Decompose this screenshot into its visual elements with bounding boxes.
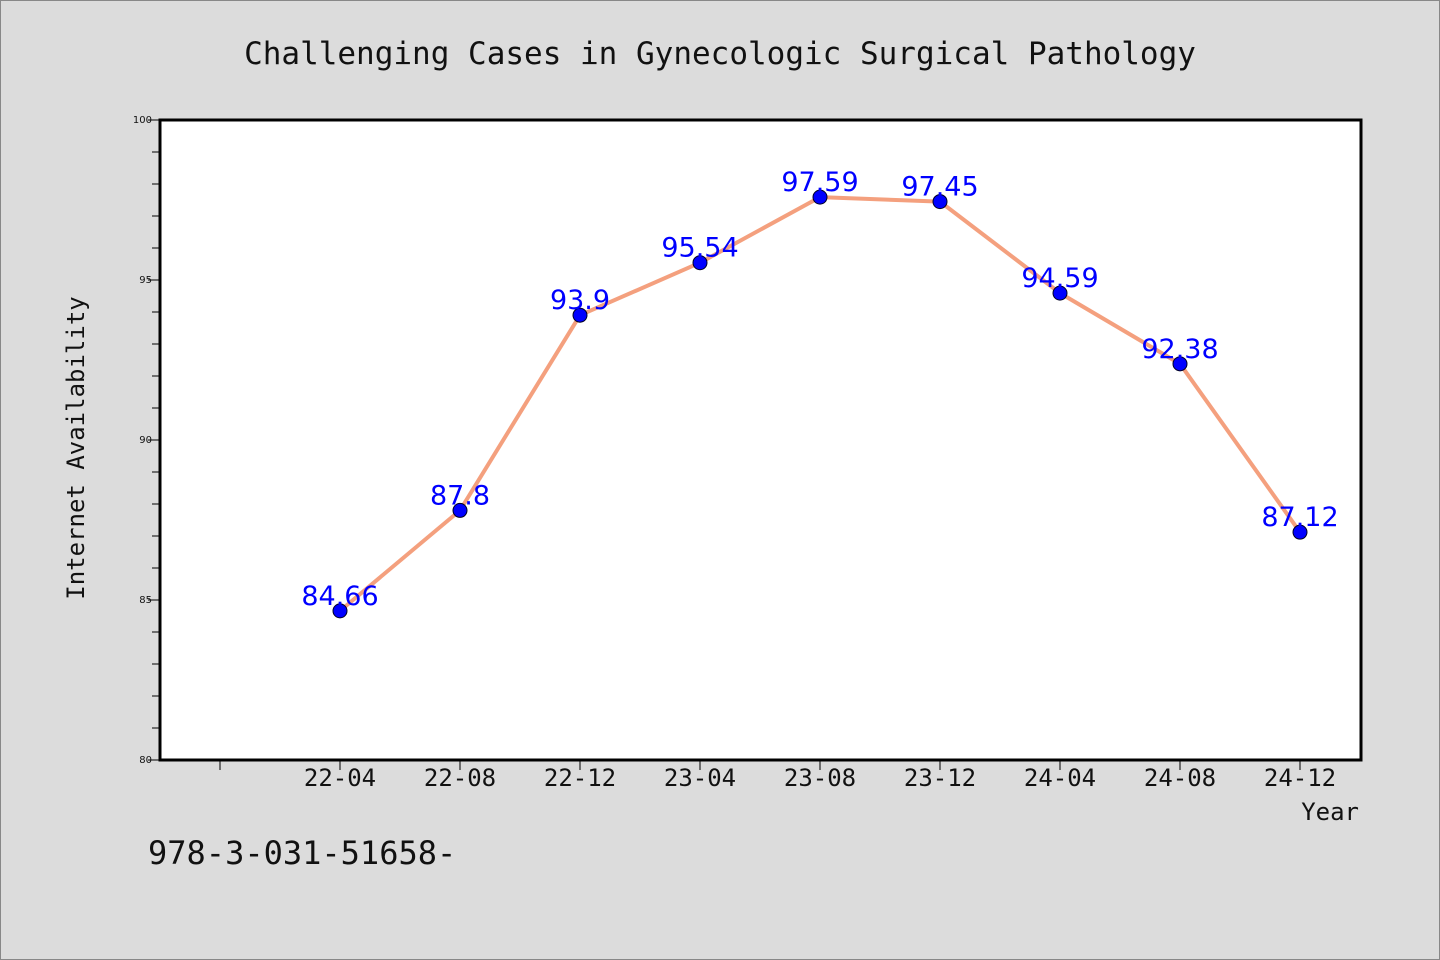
y-tick-label: 90 [139, 435, 152, 446]
footer-text: 978-3-031-51658- [148, 834, 456, 872]
data-point [1292, 524, 1308, 540]
x-axis-ticks: 22-04 22-08 22-12 23-04 23-08 23-12 24-04 24-08… [219, 760, 1336, 792]
x-tick-label: 22-12 [544, 764, 616, 792]
data-label: 94.59 [1021, 263, 1098, 294]
data-points [332, 189, 1308, 619]
y-axis-label: Internet Availability [62, 296, 90, 599]
x-tick-label: 24-04 [1024, 764, 1096, 792]
y-axis-ticks: 80 85 90 95 100 [133, 115, 160, 766]
data-label: 84.66 [301, 581, 378, 612]
x-tick-label: 24-08 [1144, 764, 1216, 792]
data-label: 97.59 [781, 167, 858, 198]
x-tick-label: 23-08 [784, 764, 856, 792]
y-tick-label: 100 [133, 115, 152, 126]
data-label: 92.38 [1141, 334, 1218, 365]
data-labels: 84.66 87.8 93.9 95.54 97.59 97.45 94.59 92.38 87… [301, 167, 1338, 612]
data-label: 93.9 [550, 285, 610, 316]
data-point [1052, 285, 1068, 301]
x-tick-label: 23-04 [664, 764, 736, 792]
x-axis-label: Year [1301, 798, 1359, 826]
y-tick-label: 95 [139, 275, 152, 286]
data-point [932, 194, 948, 210]
x-tick-label: 22-08 [424, 764, 496, 792]
y-tick-label: 85 [139, 595, 152, 606]
data-label: 97.45 [901, 172, 978, 203]
data-label: 87.8 [430, 480, 490, 511]
data-point [1172, 356, 1188, 372]
data-point [572, 307, 588, 323]
x-tick-label: 23-12 [904, 764, 976, 792]
data-point [452, 502, 468, 518]
x-tick-label: 22-04 [304, 764, 376, 792]
y-tick-label: 80 [139, 755, 152, 766]
chart-title: Challenging Cases in Gynecologic Surgica… [244, 36, 1196, 72]
data-label: 87.12 [1261, 502, 1338, 533]
x-tick-label: 24-12 [1264, 764, 1336, 792]
data-point [332, 603, 348, 619]
data-point [812, 189, 828, 205]
data-label: 95.54 [661, 233, 738, 264]
data-point [692, 255, 708, 271]
plot-area [158, 118, 1363, 762]
